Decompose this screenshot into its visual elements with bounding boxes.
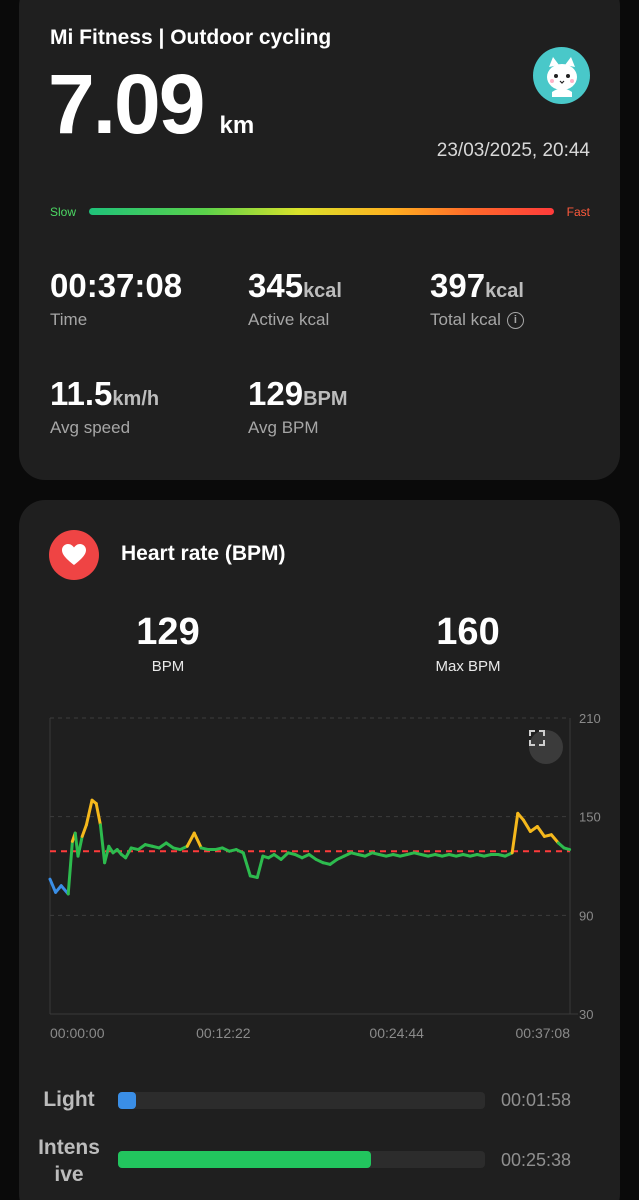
heart-rate-card[interactable]: Heart rate (BPM) 129 BPM 160 Max BPM 210… — [19, 500, 620, 1200]
heart-rate-badge — [49, 530, 99, 580]
stat-time-value: 00:37:08 — [50, 267, 183, 304]
zone-light-time: 00:01:58 — [501, 1090, 572, 1110]
zone-light-label: Light — [43, 1088, 95, 1111]
hr-max-value: 160 — [436, 611, 500, 653]
zone-intensive-label: Intens ive — [38, 1136, 100, 1186]
stat-avg-bpm-label: Avg BPM — [248, 418, 319, 437]
hr-max-stat: 160 Max BPM — [408, 612, 528, 675]
stat-total-kcal: 397kcal Total kcal i — [430, 268, 524, 330]
user-avatar[interactable] — [533, 47, 590, 104]
speed-slow-label: Slow — [50, 205, 77, 219]
chart-line-segment — [535, 825, 546, 838]
chart-y-tick-label: 150 — [579, 810, 601, 825]
chart-x-tick-label: 00:00:00 — [50, 1025, 105, 1041]
zone-light-fill — [118, 1092, 137, 1109]
chart-line-segment — [84, 798, 94, 827]
chart-line-segment — [521, 818, 532, 833]
chart-line-segment — [255, 854, 265, 880]
stat-active-kcal-unit: kcal — [303, 280, 342, 302]
chart-line-segment — [185, 831, 196, 848]
stat-avg-bpm-unit: BPM — [303, 388, 348, 410]
speed-color-scale: Slow Fast — [50, 202, 590, 222]
info-icon[interactable]: i — [506, 311, 524, 329]
chart-line-segment — [241, 851, 252, 878]
chart-x-tick-label: 00:12:22 — [196, 1025, 251, 1041]
chart-line-segment — [94, 802, 102, 827]
stat-total-kcal-unit: kcal — [485, 280, 524, 302]
distance-unit: km — [219, 112, 255, 139]
zone-intensive-fill — [118, 1151, 372, 1168]
stat-avg-speed: 11.5km/h Avg speed — [50, 376, 159, 438]
chart-x-tick-label: 00:24:44 — [369, 1025, 424, 1041]
hr-avg-stat: 129 BPM — [108, 612, 228, 675]
hr-avg-value: 129 — [136, 611, 200, 653]
stat-time-label: Time — [50, 310, 88, 329]
chart-line-segment — [562, 846, 572, 852]
stat-avg-speed-label: Avg speed — [50, 418, 131, 437]
expand-chart-button[interactable] — [529, 730, 563, 764]
distance-display: 7.09 km — [48, 62, 254, 146]
expand-icon — [529, 730, 545, 746]
chart-y-tick-label: 210 — [579, 711, 601, 726]
chart-y-tick-label: 30 — [579, 1007, 593, 1022]
chart-line-segment — [549, 833, 560, 845]
chart-line-segment — [76, 834, 84, 858]
workout-summary-card[interactable]: Mi Fitness | Outdoor cycling 7.09 km 23/… — [19, 0, 620, 480]
stat-avg-speed-value: 11.5 — [50, 375, 113, 412]
speed-gradient-bar — [89, 208, 554, 215]
stat-avg-bpm-value: 129 — [248, 375, 304, 412]
app-title: Mi Fitness | Outdoor cycling — [50, 26, 332, 49]
chart-line-segment — [124, 846, 133, 860]
stat-avg-bpm: 129BPM Avg BPM — [248, 376, 348, 438]
chart-y-tick-label: 90 — [579, 908, 593, 923]
chart-line-segment — [103, 844, 111, 865]
heart-icon — [62, 544, 86, 565]
cat-avatar-icon — [546, 56, 577, 97]
chart-line-segment — [80, 823, 88, 838]
stat-total-kcal-label-row: Total kcal i — [430, 310, 524, 330]
stat-avg-speed-unit: km/h — [112, 388, 160, 410]
zone-intensive-time: 00:25:38 — [501, 1150, 572, 1170]
chart-line-segment — [48, 877, 58, 894]
distance-value: 7.09 — [48, 57, 205, 151]
zone-intensive-track — [118, 1151, 485, 1168]
chart-line-segment — [279, 851, 290, 861]
stat-total-kcal-label: Total kcal — [430, 310, 501, 329]
zone-light-track — [118, 1092, 485, 1109]
stat-total-kcal-value: 397 — [430, 267, 486, 304]
stat-active-kcal: 345kcal Active kcal — [248, 268, 342, 330]
workout-datetime: 23/03/2025, 20:44 — [436, 140, 590, 161]
heart-rate-chart[interactable]: 210 150 90 30 00:00:00 00:12:22 00:24:44 00:37:… — [19, 710, 620, 1050]
stat-active-kcal-value: 345 — [248, 267, 304, 304]
chart-line-segment — [98, 823, 107, 865]
hr-max-label: Max BPM — [435, 658, 501, 675]
heart-rate-chart-svg: 210 150 90 30 00:00:00 00:12:22 00:24:44 00:37:… — [48, 711, 601, 1041]
heart-rate-title: Heart rate (BPM) — [121, 542, 286, 565]
speed-fast-label: Fast — [566, 205, 590, 219]
chart-x-tick-label: 00:37:08 — [516, 1025, 571, 1041]
chart-line-segment — [510, 811, 520, 855]
chart-line-segment — [66, 839, 74, 896]
chart-line-segment — [192, 831, 203, 850]
stat-time: 00:37:08 Time — [50, 268, 182, 330]
stat-active-kcal-label: Active kcal — [248, 310, 330, 329]
hr-avg-label: BPM — [151, 658, 185, 675]
